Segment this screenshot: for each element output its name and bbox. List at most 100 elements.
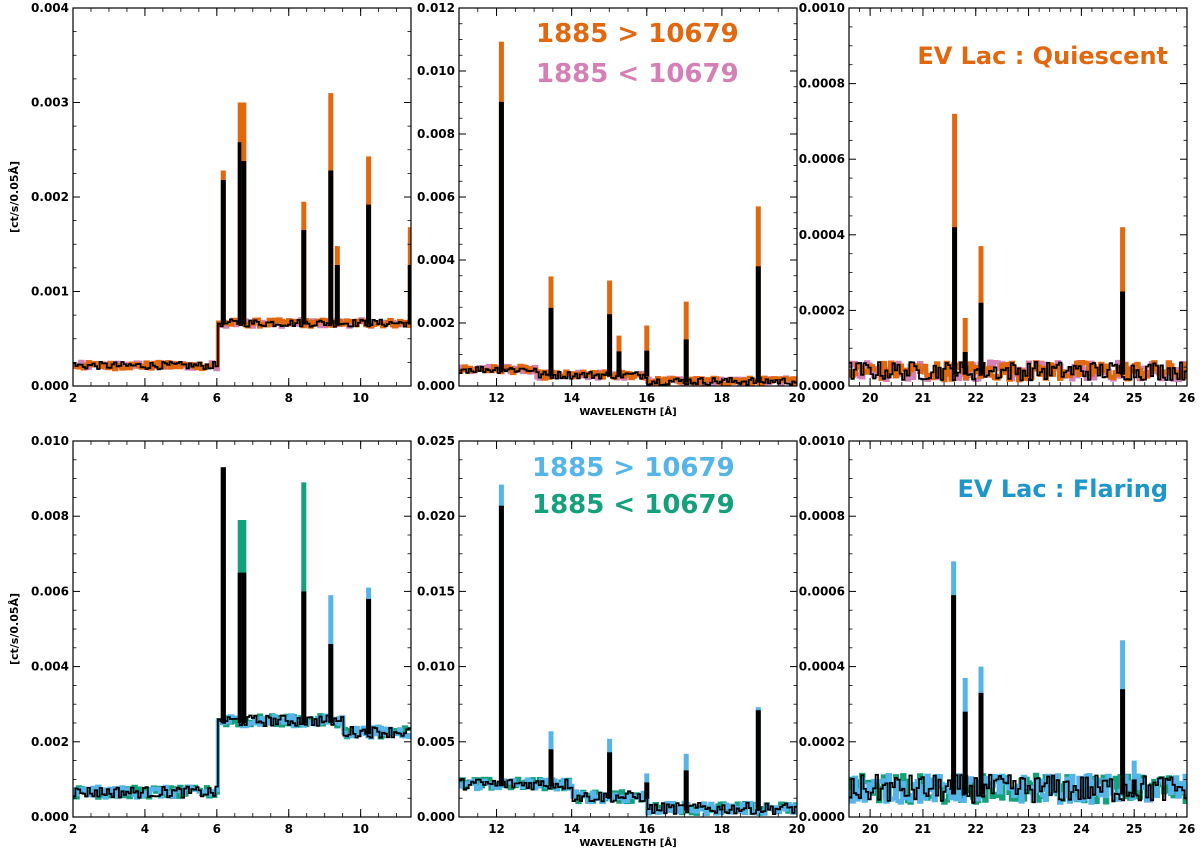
- peak-black-7: [366, 204, 372, 325]
- x-axis-label: WAVELENGTH [Å]: [579, 836, 676, 849]
- y-tick-label: 0.0002: [799, 303, 845, 317]
- peak-black-2: [237, 142, 243, 325]
- peak-black-6: [755, 710, 761, 811]
- y-tick-label: 0.001: [31, 285, 69, 299]
- y-tick-label: 0.0008: [799, 77, 845, 91]
- peak-black-1: [951, 595, 957, 795]
- y-tick-label: 0.0008: [799, 509, 845, 523]
- x-tick-label: 22: [967, 391, 984, 405]
- x-tick-label: 22: [967, 822, 984, 836]
- x-tick-label: 16: [638, 391, 655, 405]
- x-tick-label: 25: [1126, 822, 1143, 836]
- peak-black-5: [683, 770, 689, 811]
- peak-black-5: [1131, 779, 1137, 795]
- series-black-continuum: [73, 318, 411, 371]
- peak-black-4: [301, 230, 307, 325]
- plot-frame: [458, 7, 798, 387]
- peak-black-3: [607, 314, 613, 377]
- peak-colored-2: [962, 318, 968, 375]
- y-tick-label: 0.004: [31, 1, 69, 15]
- plot-area: [73, 93, 411, 372]
- peak-black-4: [1120, 689, 1126, 795]
- y-tick-label: 0.003: [31, 96, 69, 110]
- x-tick-label: 8: [285, 391, 293, 405]
- peak-black-3: [241, 161, 247, 325]
- y-tick-label: 0.0002: [799, 735, 845, 749]
- peak-black-2: [548, 307, 554, 377]
- peak-black-6: [334, 265, 340, 325]
- peak-black-5: [328, 644, 334, 723]
- peak-black-4: [616, 351, 622, 377]
- x-tick-label: 12: [488, 391, 505, 405]
- panel-6: 0.0000 0.0002 0.0004 0.0006 0.0008 0.0010 20 21…: [799, 434, 1196, 836]
- y-tick-label: 0.008: [31, 509, 69, 523]
- y-tick-label: 0.002: [417, 316, 455, 330]
- peak-colored-5: [1131, 760, 1137, 795]
- x-tick-label: 8: [285, 822, 293, 836]
- panel-4: 0.000 0.002 0.004 0.006 0.008 0.010 2 4 6 8 10 [ct/…: [8, 434, 412, 836]
- x-tick-label: 24: [1073, 822, 1090, 836]
- y-tick-label: 0.005: [417, 735, 455, 749]
- y-axis-label: [ct/s/0.05Å]: [8, 161, 21, 233]
- x-tick-label: 2: [69, 391, 77, 405]
- series-greater-continuum: [73, 713, 411, 800]
- peak-black-4: [644, 782, 650, 799]
- x-tick-label: 18: [714, 391, 731, 405]
- peak-black-3: [978, 302, 984, 375]
- y-tick-label: 0.0004: [799, 228, 845, 242]
- x-tick-label: 4: [141, 822, 149, 836]
- y-tick-label: 0.010: [31, 434, 69, 448]
- panel-1: 0.000 0.001 0.002 0.003 0.004 2 4 6 8 10 [ct/s/0.0…: [8, 1, 412, 405]
- x-tick-label: 21: [915, 822, 932, 836]
- x-tick-label: 26: [1179, 822, 1196, 836]
- series-black-continuum: [849, 361, 1187, 382]
- x-tick-label: 14: [563, 391, 580, 405]
- x-tick-label: 20: [862, 822, 879, 836]
- x-tick-label: 4: [141, 391, 149, 405]
- x-tick-label: 23: [1020, 822, 1037, 836]
- y-tick-label: 0.0004: [799, 660, 845, 674]
- y-tick-label: 0.006: [417, 190, 455, 204]
- x-tick-label: 21: [915, 391, 932, 405]
- peak-black-1: [952, 227, 958, 375]
- x-tick-label: 12: [488, 822, 505, 836]
- y-tick-label: 0.004: [417, 253, 455, 267]
- y-tick-label: 0.008: [417, 127, 455, 141]
- x-tick-label: 16: [638, 822, 655, 836]
- panel-5: 0.000 0.005 0.010 0.015 0.020 0.025 12 14 16 18 20…: [417, 434, 805, 849]
- peak-black-6: [366, 598, 372, 735]
- peak-black-5: [644, 350, 650, 377]
- plot-area: [849, 561, 1187, 805]
- x-tick-label: 6: [213, 391, 221, 405]
- x-tick-label: 10: [352, 391, 369, 405]
- peak-black-2: [237, 572, 243, 723]
- peak-black-2: [548, 749, 554, 787]
- y-tick-label: 0.002: [31, 190, 69, 204]
- peak-black-2: [962, 711, 968, 795]
- x-tick-label: 25: [1126, 391, 1143, 405]
- y-axis-label: [ct/s/0.05Å]: [8, 593, 21, 665]
- peak-black-6: [683, 339, 689, 383]
- y-tick-label: 0.0000: [799, 810, 845, 824]
- x-axis-label: WAVELENGTH [Å]: [579, 405, 676, 418]
- peak-black-5: [328, 170, 334, 325]
- y-tick-label: 0.000: [31, 810, 69, 824]
- y-tick-label: 0.0006: [799, 584, 845, 598]
- x-tick-label: 14: [563, 822, 580, 836]
- y-tick-label: 0.012: [417, 1, 455, 15]
- y-tick-label: 0.010: [417, 64, 455, 78]
- y-tick-label: 0.010: [417, 660, 455, 674]
- x-tick-label: 20: [789, 822, 806, 836]
- y-tick-label: 0.0000: [799, 379, 845, 393]
- y-tick-label: 0.000: [417, 379, 455, 393]
- plot-area: [459, 41, 797, 386]
- series-black-continuum: [459, 778, 797, 815]
- peak-black-2: [962, 352, 968, 375]
- peak-black-3: [978, 692, 984, 795]
- x-tick-label: 18: [714, 822, 731, 836]
- peak-black-1: [498, 101, 504, 371]
- x-tick-label: 26: [1179, 391, 1196, 405]
- peak-black-8: [407, 265, 411, 325]
- peak-black-4: [1120, 291, 1126, 375]
